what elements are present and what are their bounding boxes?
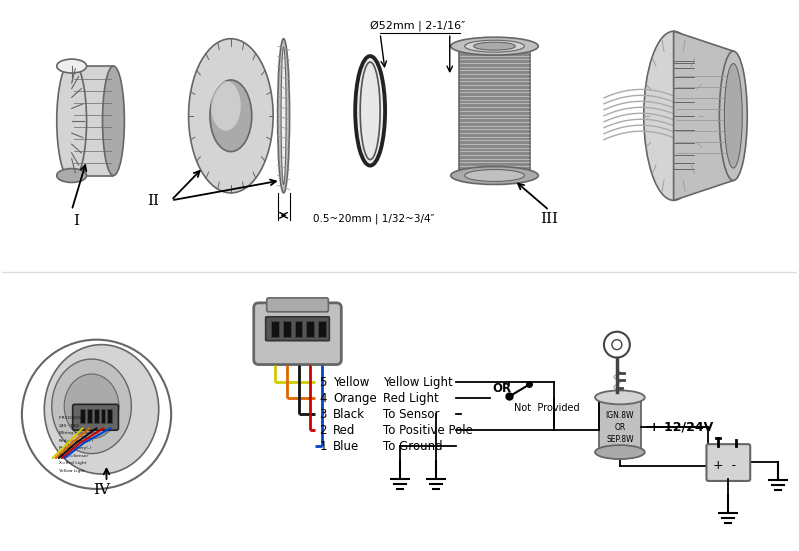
Text: 0.5~20mm | 1/32~3/4″: 0.5~20mm | 1/32~3/4″	[313, 213, 435, 224]
FancyBboxPatch shape	[706, 444, 750, 481]
Bar	[307, 321, 315, 337]
Ellipse shape	[644, 31, 703, 201]
Text: IGN.8W
OR
SEP.8W: IGN.8W OR SEP.8W	[606, 411, 634, 444]
Text: Red=Battery(+): Red=Battery(+)	[59, 439, 94, 442]
Text: Red: Red	[333, 424, 356, 437]
Bar	[459, 46, 531, 176]
Ellipse shape	[595, 445, 645, 459]
Ellipse shape	[281, 47, 286, 185]
Text: X=Red Light: X=Red Light	[59, 461, 86, 465]
Ellipse shape	[465, 40, 524, 52]
Text: IFR110825: IFR110825	[59, 416, 82, 420]
Ellipse shape	[211, 81, 240, 131]
Ellipse shape	[189, 39, 273, 193]
Ellipse shape	[52, 359, 131, 453]
Circle shape	[22, 339, 171, 489]
Ellipse shape	[57, 169, 86, 182]
Text: I: I	[74, 214, 80, 228]
Ellipse shape	[719, 51, 747, 181]
FancyBboxPatch shape	[267, 298, 328, 312]
Ellipse shape	[44, 344, 159, 474]
Text: 240~33Ω: 240~33Ω	[59, 424, 79, 428]
FancyBboxPatch shape	[254, 303, 341, 365]
Ellipse shape	[595, 391, 645, 404]
Text: To Ground: To Ground	[383, 440, 443, 452]
Bar	[108, 409, 113, 423]
Text: Red=Battery(-): Red=Battery(-)	[59, 446, 92, 450]
Bar	[319, 321, 326, 337]
Text: Ø52mm | 2-1/16″: Ø52mm | 2-1/16″	[370, 20, 466, 31]
FancyBboxPatch shape	[73, 404, 118, 430]
Bar	[80, 409, 85, 423]
Text: 3: 3	[320, 408, 327, 421]
Text: 4: 4	[320, 392, 327, 405]
Text: Not  Provided: Not Provided	[515, 403, 580, 413]
Ellipse shape	[451, 166, 539, 185]
Text: Black: Black	[333, 408, 365, 421]
Bar	[271, 321, 279, 337]
Text: To Sensor: To Sensor	[383, 408, 439, 421]
Polygon shape	[72, 66, 113, 176]
Text: Wiring Instruction: Wiring Instruction	[59, 431, 97, 435]
Text: Black=Sensor: Black=Sensor	[59, 453, 89, 457]
Bar	[101, 409, 105, 423]
Text: Orange: Orange	[333, 392, 377, 405]
Text: Yellow Light: Yellow Light	[383, 376, 453, 389]
Ellipse shape	[57, 59, 86, 73]
Text: IV: IV	[93, 483, 110, 497]
Bar	[86, 409, 92, 423]
Text: Blue: Blue	[333, 440, 360, 452]
Text: 2: 2	[320, 424, 327, 437]
Ellipse shape	[474, 42, 515, 50]
Ellipse shape	[277, 39, 289, 193]
Text: OR: OR	[492, 382, 511, 395]
Bar	[93, 409, 98, 423]
Ellipse shape	[102, 66, 125, 176]
Ellipse shape	[358, 59, 383, 163]
Text: + 12/24V: + 12/24V	[649, 421, 713, 434]
Ellipse shape	[210, 80, 252, 152]
Text: To Positive Pole: To Positive Pole	[383, 424, 473, 437]
Ellipse shape	[451, 37, 539, 55]
Bar	[295, 321, 303, 337]
Text: III: III	[540, 212, 559, 226]
Ellipse shape	[725, 63, 742, 168]
Text: Red Light: Red Light	[383, 392, 439, 405]
Text: 1: 1	[320, 440, 327, 452]
Text: Yellow Light: Yellow Light	[59, 468, 85, 473]
Text: II: II	[147, 195, 159, 208]
Ellipse shape	[64, 374, 119, 439]
Text: Yellow: Yellow	[333, 376, 370, 389]
Polygon shape	[674, 31, 733, 201]
Bar	[283, 321, 291, 337]
Ellipse shape	[57, 61, 86, 181]
Ellipse shape	[465, 170, 524, 181]
Text: 5: 5	[320, 376, 327, 389]
Bar	[599, 397, 641, 452]
FancyBboxPatch shape	[266, 317, 329, 341]
Text: +  -: + -	[713, 458, 736, 472]
